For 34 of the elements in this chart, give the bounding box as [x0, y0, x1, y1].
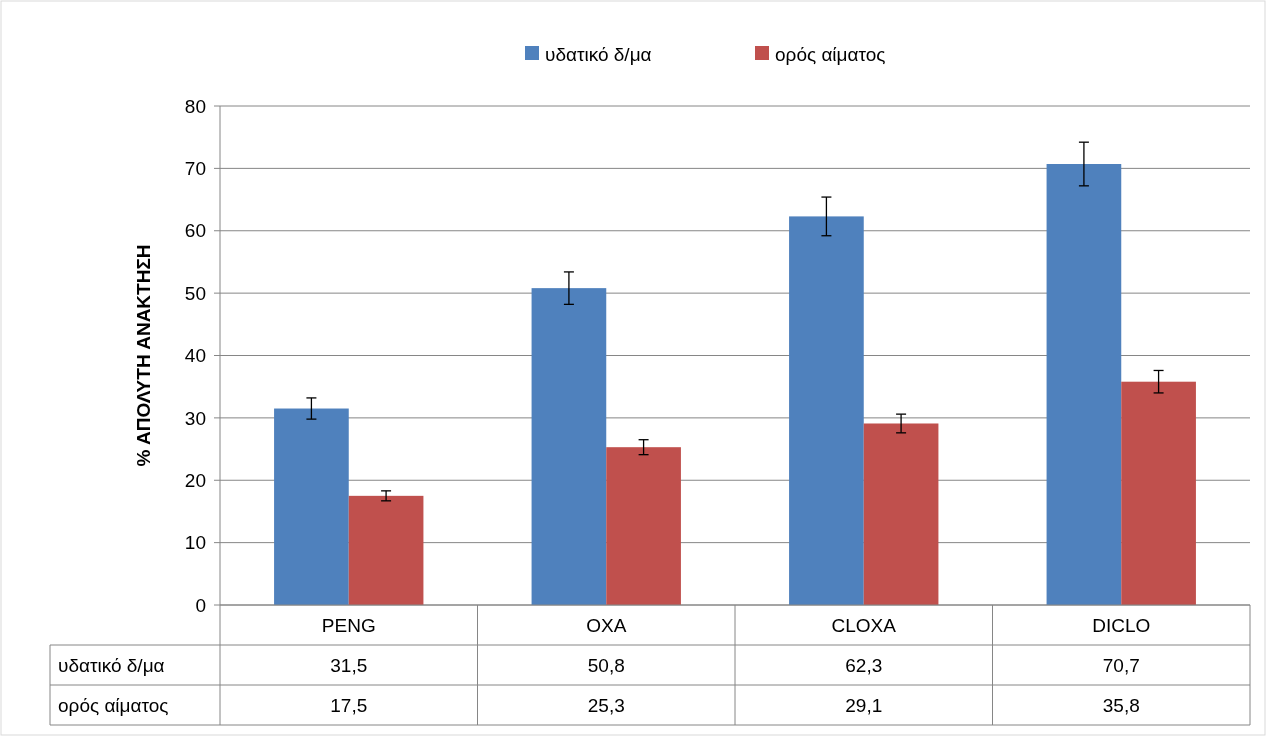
bar: [789, 216, 864, 605]
data-label: 50,8: [587, 654, 625, 676]
bar: [606, 447, 681, 605]
data-label: 31,5: [330, 654, 368, 676]
x-tick-label: PENG: [321, 614, 376, 636]
bar: [531, 288, 607, 605]
data-label: 17,5: [330, 694, 368, 716]
y-tick-label: 30: [184, 407, 206, 429]
y-tick-label: 10: [184, 532, 206, 554]
legend-label: υδατικό δ/μα: [545, 43, 652, 65]
bar: [348, 495, 424, 605]
y-tick-label: 50: [184, 282, 206, 304]
bar: [1046, 164, 1122, 605]
y-tick-label: 40: [184, 345, 206, 367]
legend-label: ορός αίματος: [775, 43, 886, 65]
y-tick-label: 70: [184, 158, 206, 180]
text: υδατικό δ/μα: [58, 654, 165, 676]
data-label: 35,8: [1102, 694, 1140, 716]
y-tick-label: 0: [195, 594, 206, 616]
bar: [1121, 381, 1196, 605]
data-label: 25,3: [587, 694, 625, 716]
data-label: 29,1: [845, 694, 883, 716]
y-tick-label: 60: [184, 220, 206, 242]
x-tick-label: OXA: [586, 614, 627, 636]
bar: [863, 423, 939, 605]
y-axis-title: % ΑΠΟΛΥΤΗ ΑΝΑΚΤΗΣΗ: [133, 244, 154, 467]
y-tick-label: 20: [184, 469, 206, 491]
x-tick-label: CLOXA: [831, 614, 897, 636]
x-tick-label: DICLO: [1092, 614, 1151, 636]
bar: [274, 408, 349, 605]
data-label: 62,3: [845, 654, 883, 676]
data-label: 70,7: [1102, 654, 1140, 676]
y-tick-label: 80: [184, 95, 206, 117]
text: ορός αίματος: [58, 694, 169, 716]
